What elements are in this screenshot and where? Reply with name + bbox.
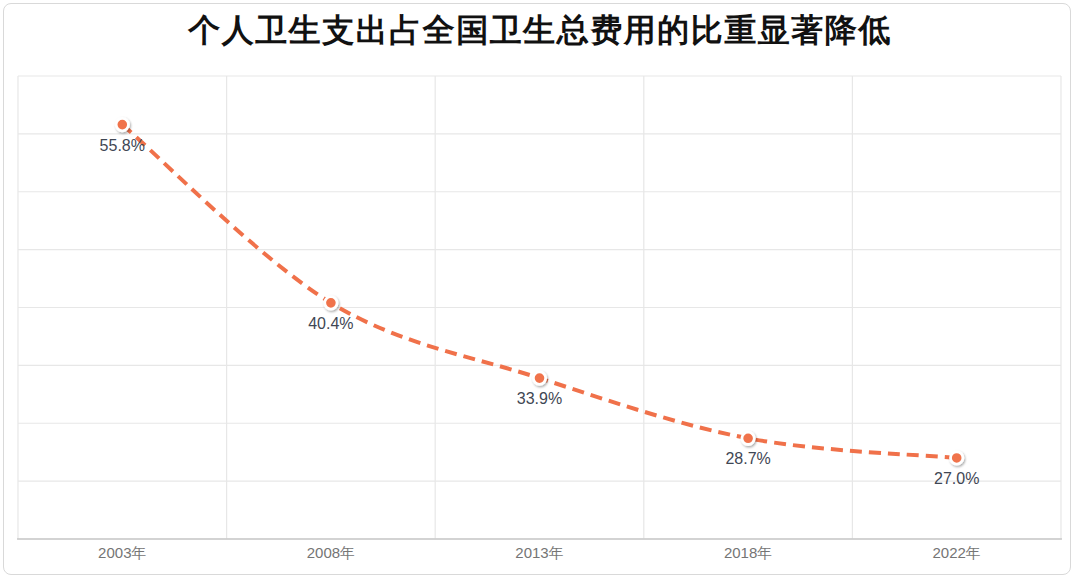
x-axis-label: 2008年 [271, 544, 391, 563]
data-point-marker [951, 452, 963, 464]
x-axis-label: 2003年 [62, 544, 182, 563]
data-label: 27.0% [912, 470, 1002, 488]
data-point-marker [116, 118, 128, 130]
gridlines [18, 76, 1061, 539]
chart-card-stage: 个人卫生支出占全国卫生总费用的比重显著降低 55.8%40.4%33.9%28.… [0, 0, 1080, 588]
x-axis-label: 2013年 [480, 544, 600, 563]
x-axis-label: 2022年 [897, 544, 1017, 563]
data-label: 40.4% [286, 315, 376, 333]
data-point-marker [742, 432, 754, 444]
data-point-markers [116, 118, 963, 464]
x-axis-label: 2018年 [688, 544, 808, 563]
line-chart [0, 0, 1080, 588]
data-point-marker [325, 297, 337, 309]
data-label: 33.9% [495, 390, 585, 408]
data-label: 55.8% [77, 137, 167, 155]
data-point-marker [533, 372, 545, 384]
data-label: 28.7% [703, 450, 793, 468]
